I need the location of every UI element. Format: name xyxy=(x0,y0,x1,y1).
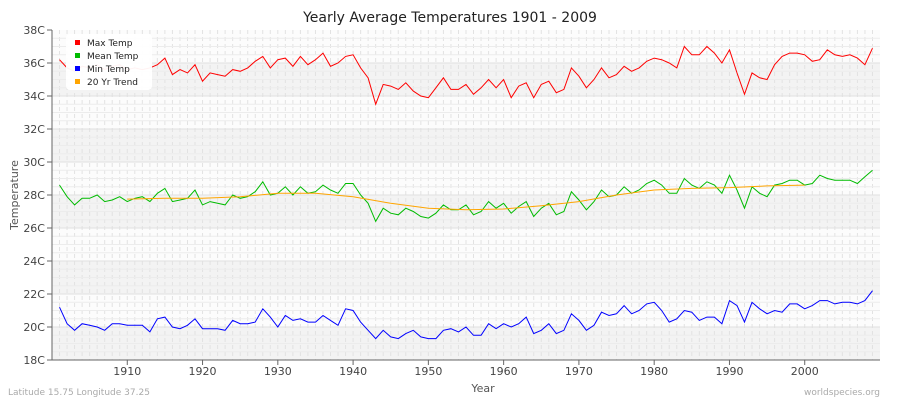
y-tick-label: 38C xyxy=(23,24,45,37)
legend-swatch xyxy=(75,40,80,45)
series-line-min-temp xyxy=(59,290,873,340)
x-tick-label: 1920 xyxy=(189,365,217,378)
y-tick-label: 32C xyxy=(23,123,45,136)
legend-label: 20 Yr Trend xyxy=(87,78,138,88)
legend-swatch xyxy=(75,79,80,84)
x-tick-label: 1910 xyxy=(113,365,141,378)
x-tick-label: 1960 xyxy=(490,365,518,378)
legend-box xyxy=(66,34,152,90)
footer-location: Latitude 15.75 Longitude 37.25 xyxy=(8,388,150,398)
y-tick-label: 18C xyxy=(23,354,45,367)
y-tick-label: 20C xyxy=(23,321,45,334)
x-tick-label: 1930 xyxy=(264,365,292,378)
legend-label: Max Temp xyxy=(87,39,133,49)
footer-source[interactable]: worldspecies.org xyxy=(804,388,880,398)
x-axis-label: Year xyxy=(470,382,495,395)
x-tick-label: 1950 xyxy=(414,365,442,378)
x-tick-label: 2000 xyxy=(791,365,819,378)
legend-swatch xyxy=(75,53,80,58)
y-tick-label: 36C xyxy=(23,57,45,70)
chart-title: Yearly Average Temperatures 1901 - 2009 xyxy=(302,10,597,26)
legend: Max Temp Mean Temp Min Temp 20 Yr Trend xyxy=(66,34,152,90)
x-tick-label: 1980 xyxy=(640,365,668,378)
y-tick-label: 22C xyxy=(23,288,45,301)
y-tick-label: 34C xyxy=(23,90,45,103)
legend-swatch xyxy=(75,66,80,71)
y-tick-label: 24C xyxy=(23,255,45,268)
series-line-20-yr-trend xyxy=(127,184,805,211)
x-tick-label: 1990 xyxy=(715,365,743,378)
y-axis-label: Temperature xyxy=(8,160,21,231)
y-tick-label: 26C xyxy=(23,222,45,235)
x-tick-label: 1970 xyxy=(565,365,593,378)
legend-label: Mean Temp xyxy=(87,52,139,62)
y-tick-label: 30C xyxy=(23,156,45,169)
legend-label: Min Temp xyxy=(87,65,130,75)
series-line-max-temp xyxy=(59,45,873,106)
series-line-mean-temp xyxy=(59,169,873,223)
y-tick-label: 28C xyxy=(23,189,45,202)
x-tick-label: 1940 xyxy=(339,365,367,378)
